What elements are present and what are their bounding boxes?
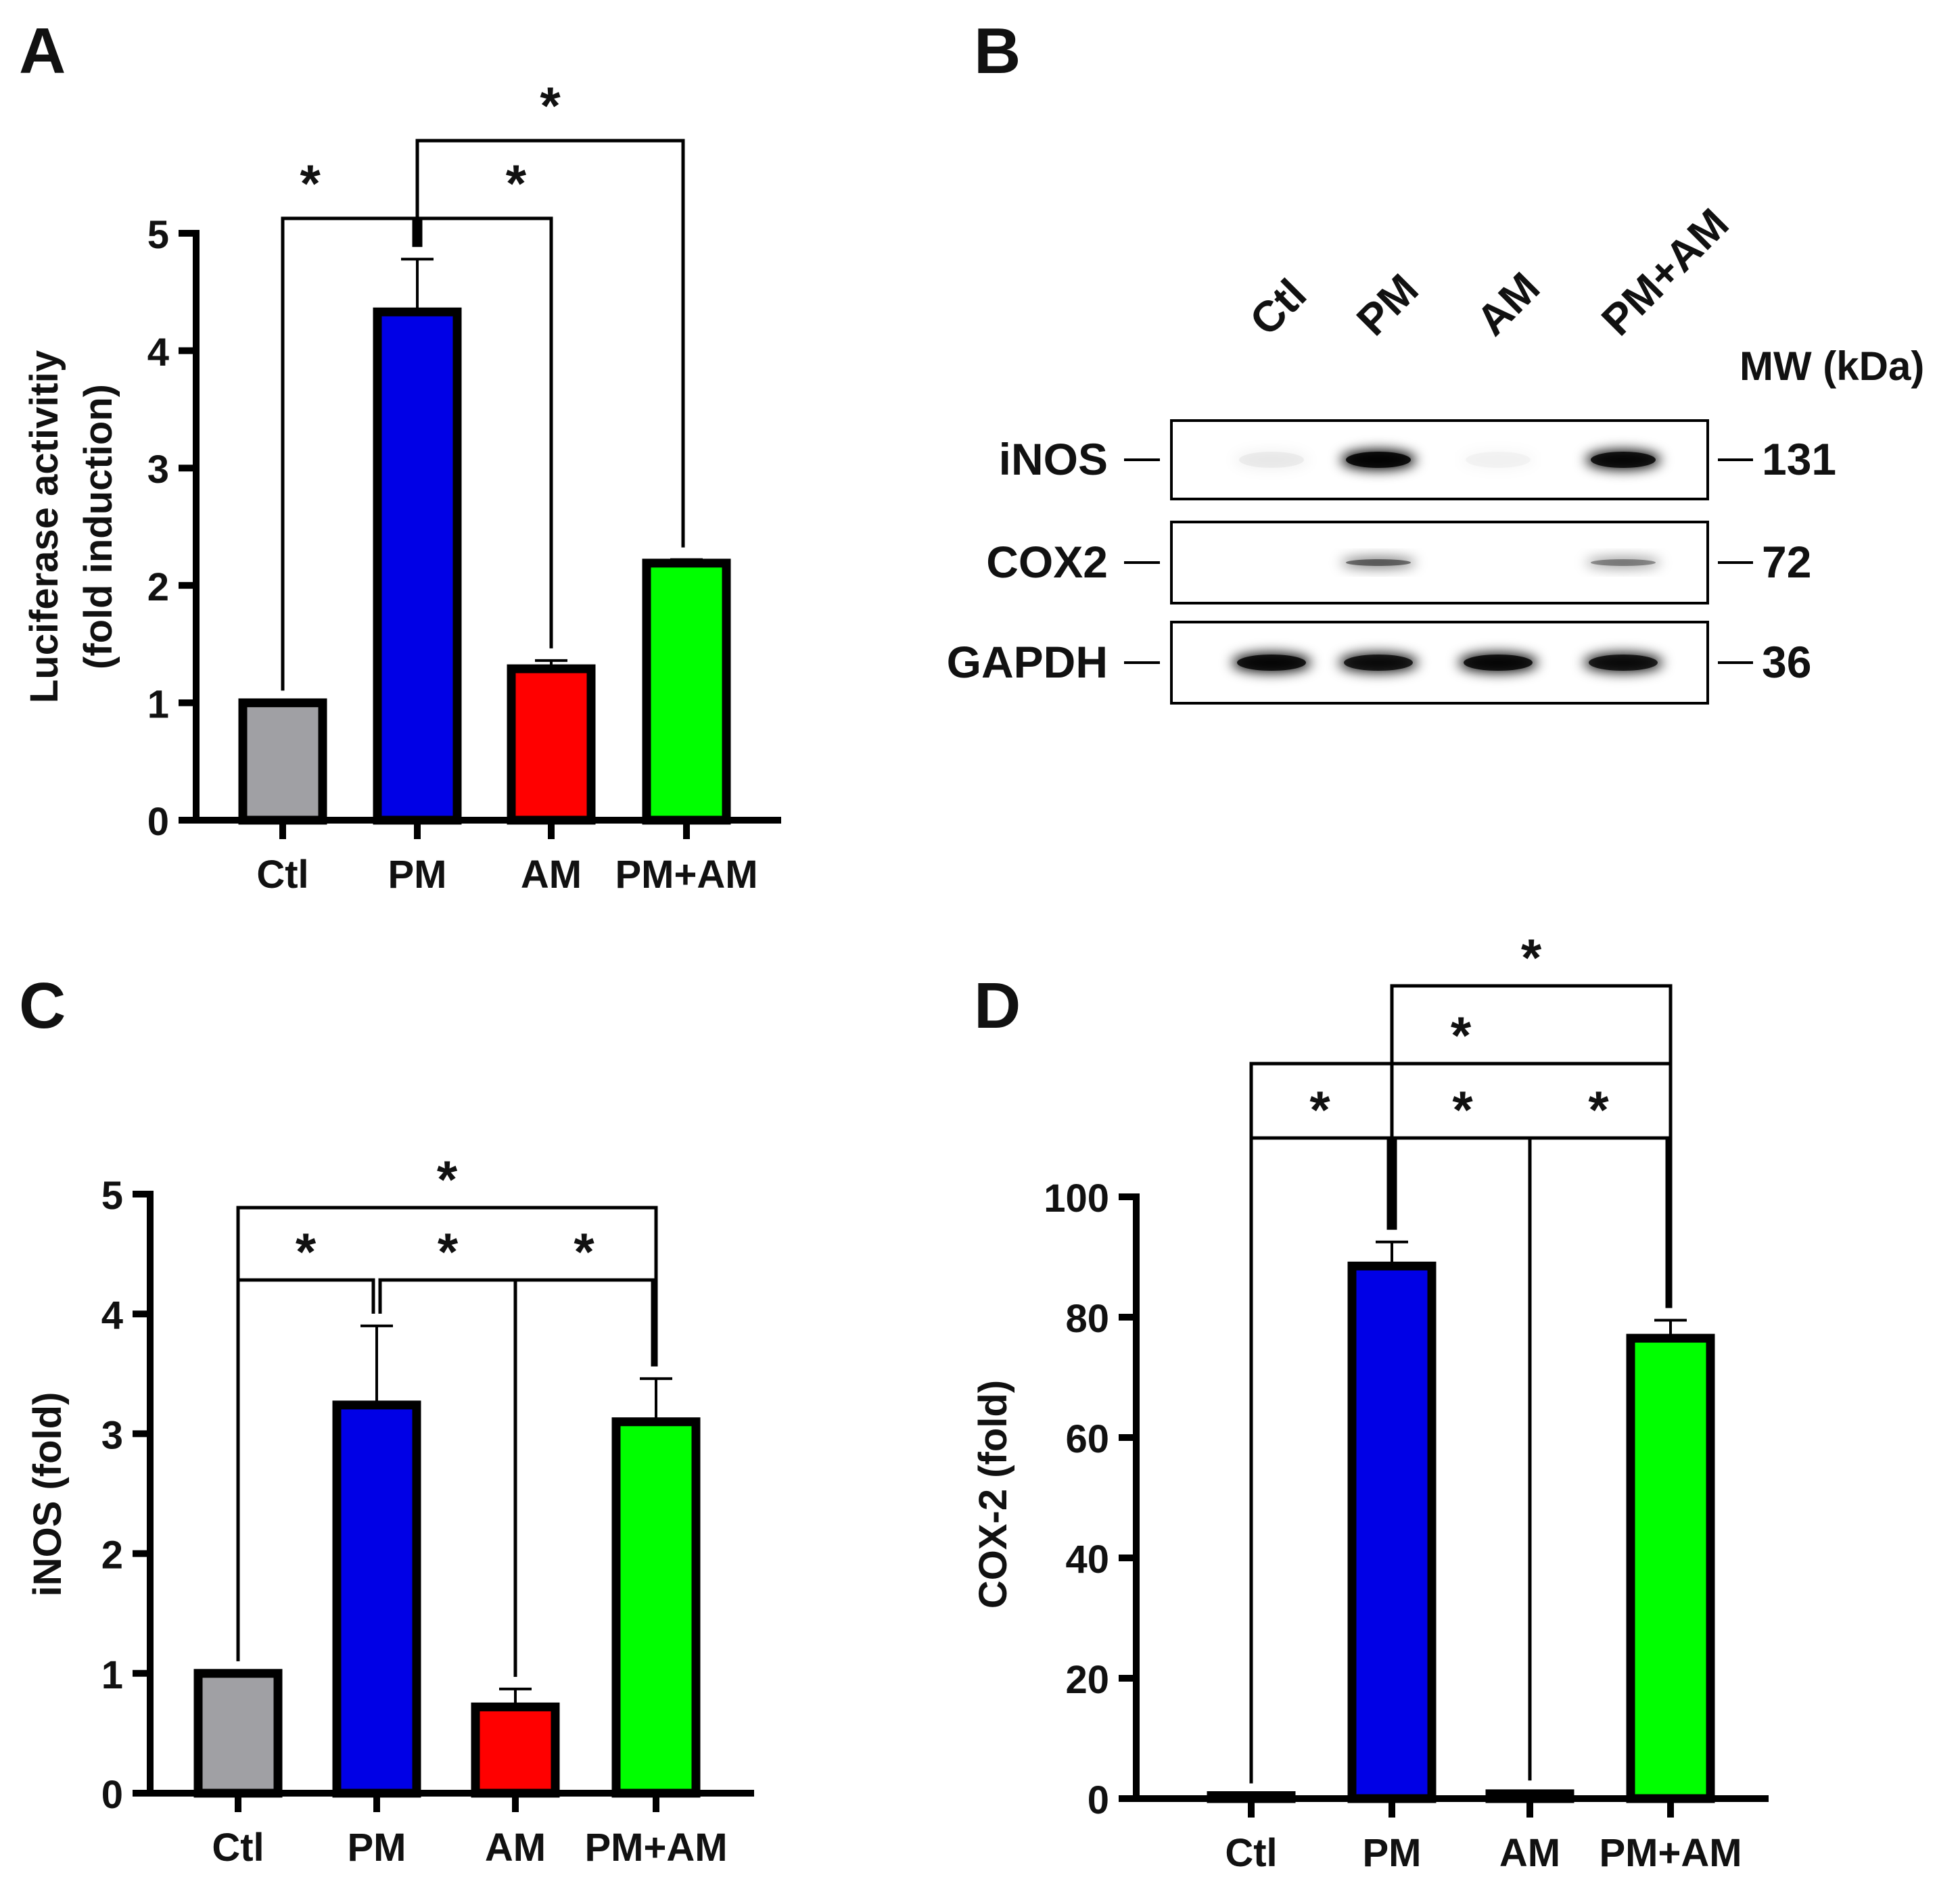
panel-letter-d: D — [974, 970, 1021, 1042]
y-tick-label: 100 — [1044, 1177, 1109, 1220]
x-tick-label: PM — [1363, 1831, 1422, 1875]
significance-star: * — [438, 1222, 459, 1281]
bar-am — [471, 1702, 560, 1798]
x-tick-label: PM+AM — [584, 1826, 727, 1870]
bar-ctl — [238, 698, 327, 825]
blot-band — [1589, 655, 1658, 671]
mw-value: 72 — [1762, 537, 1811, 587]
y-tick-label: 0 — [1088, 1778, 1109, 1822]
panel-letter-c: C — [19, 970, 66, 1042]
significance-bracket — [1528, 1136, 1669, 1781]
significance-bracket — [419, 216, 553, 648]
bar-pm — [1347, 1261, 1437, 1803]
x-tick-label: Ctl — [256, 853, 308, 897]
blot-band — [1585, 557, 1661, 568]
y-axis-label: (fold induction) — [76, 384, 120, 669]
bar-am — [507, 664, 596, 825]
panel-letter-a: A — [19, 15, 66, 87]
y-tick-label: 2 — [101, 1534, 123, 1577]
y-tick-label: 40 — [1065, 1538, 1109, 1582]
significance-star: * — [296, 1222, 317, 1281]
panel-letter-b: B — [974, 15, 1021, 87]
protein-label: GAPDH — [947, 637, 1108, 687]
x-tick-label: PM — [388, 853, 447, 897]
protein-label: iNOS — [999, 434, 1108, 484]
x-tick-label: AM — [521, 853, 582, 897]
significance-star: * — [1309, 1080, 1330, 1139]
bar-pm — [332, 1400, 421, 1798]
y-tick-label: 5 — [147, 213, 169, 257]
x-tick-label: PM+AM — [1599, 1831, 1742, 1875]
y-tick-label: 4 — [101, 1294, 123, 1337]
x-tick-label: AM — [485, 1826, 546, 1870]
significance-bracket — [281, 216, 416, 691]
significance-bracket — [1249, 1062, 1673, 1784]
significance-star: * — [1588, 1080, 1609, 1139]
significance-bracket — [1390, 984, 1673, 1308]
significance-star: * — [437, 1149, 458, 1209]
blot-band — [1466, 452, 1531, 468]
blot-band — [1237, 655, 1306, 671]
chart-panel-d: 0 20 40 60 80 100 COX-2 (fold) Ctl PM AM PM+AM * * * *… — [971, 928, 1769, 1875]
blot-band — [1344, 655, 1413, 671]
significance-star: * — [574, 1222, 594, 1281]
x-tick-label: PM — [348, 1826, 406, 1870]
significance-star: * — [1452, 1080, 1473, 1139]
y-tick-label: 20 — [1065, 1658, 1109, 1702]
chart-panel-c: 0 1 2 3 4 5 iNOS (fold) Ctl PM AM PM+AM * * * * — [26, 1149, 754, 1870]
significance-bracket — [513, 1278, 655, 1677]
y-axis-label: COX-2 (fold) — [971, 1380, 1015, 1609]
y-tick-label: 3 — [147, 448, 169, 492]
significance-star: * — [300, 153, 321, 213]
western-blot-panel: MW (kDa) Ctl PM AM PM+AM iNOS 131 COX2 72 GAPDH 3… — [947, 199, 1924, 705]
y-tick-label: 80 — [1065, 1297, 1109, 1341]
chart-panel-a: 0 1 2 3 4 5 Luciferase activitiy (fold inductio… — [22, 76, 781, 897]
lane-label: PM — [1347, 264, 1428, 345]
bar-pm-am — [611, 1417, 701, 1798]
y-tick-label: 2 — [147, 565, 169, 609]
blot-band — [1340, 557, 1416, 568]
bar-am — [1485, 1789, 1574, 1803]
significance-star: * — [506, 153, 527, 213]
x-tick-label: Ctl — [1225, 1831, 1277, 1875]
significance-bracket — [236, 1206, 658, 1661]
bar-ctl — [1207, 1791, 1296, 1803]
y-tick-label: 3 — [101, 1413, 123, 1457]
x-tick-label: Ctl — [212, 1826, 264, 1870]
blot-band — [1346, 559, 1411, 566]
y-tick-label: 0 — [147, 800, 169, 844]
blot-band — [1591, 559, 1656, 566]
blot-band — [1346, 452, 1411, 468]
significance-star: * — [1521, 928, 1542, 987]
protein-label: COX2 — [986, 537, 1108, 587]
y-tick-label: 5 — [101, 1174, 123, 1218]
bar-pm-am — [642, 559, 731, 825]
x-tick-label: PM+AM — [615, 853, 757, 897]
significance-bracket — [415, 139, 685, 548]
lane-label: PM+AM — [1592, 199, 1738, 345]
bar-pm — [373, 307, 462, 825]
bar-ctl — [193, 1669, 283, 1798]
significance-star: * — [540, 76, 561, 135]
blot-band — [1234, 450, 1309, 470]
y-axis-label: iNOS (fold) — [26, 1392, 70, 1597]
blot-band — [1591, 452, 1656, 468]
y-tick-label: 1 — [147, 682, 169, 726]
significance-star: * — [1451, 1005, 1472, 1065]
lane-label: Ctl — [1240, 270, 1315, 345]
lane-label: AM — [1467, 263, 1549, 345]
mw-header: MW (kDa) — [1740, 343, 1924, 389]
y-tick-label: 4 — [147, 331, 169, 375]
bar-pm-am — [1626, 1333, 1715, 1803]
blot-band — [1464, 655, 1533, 671]
y-tick-label: 0 — [101, 1773, 123, 1817]
blot-band — [1239, 452, 1304, 468]
mw-value: 131 — [1762, 434, 1836, 484]
y-tick-label: 60 — [1065, 1417, 1109, 1461]
y-axis-label: Luciferase activitiy — [22, 350, 66, 703]
mw-value: 36 — [1762, 637, 1811, 687]
x-tick-label: AM — [1499, 1831, 1560, 1875]
y-tick-label: 1 — [101, 1653, 123, 1697]
